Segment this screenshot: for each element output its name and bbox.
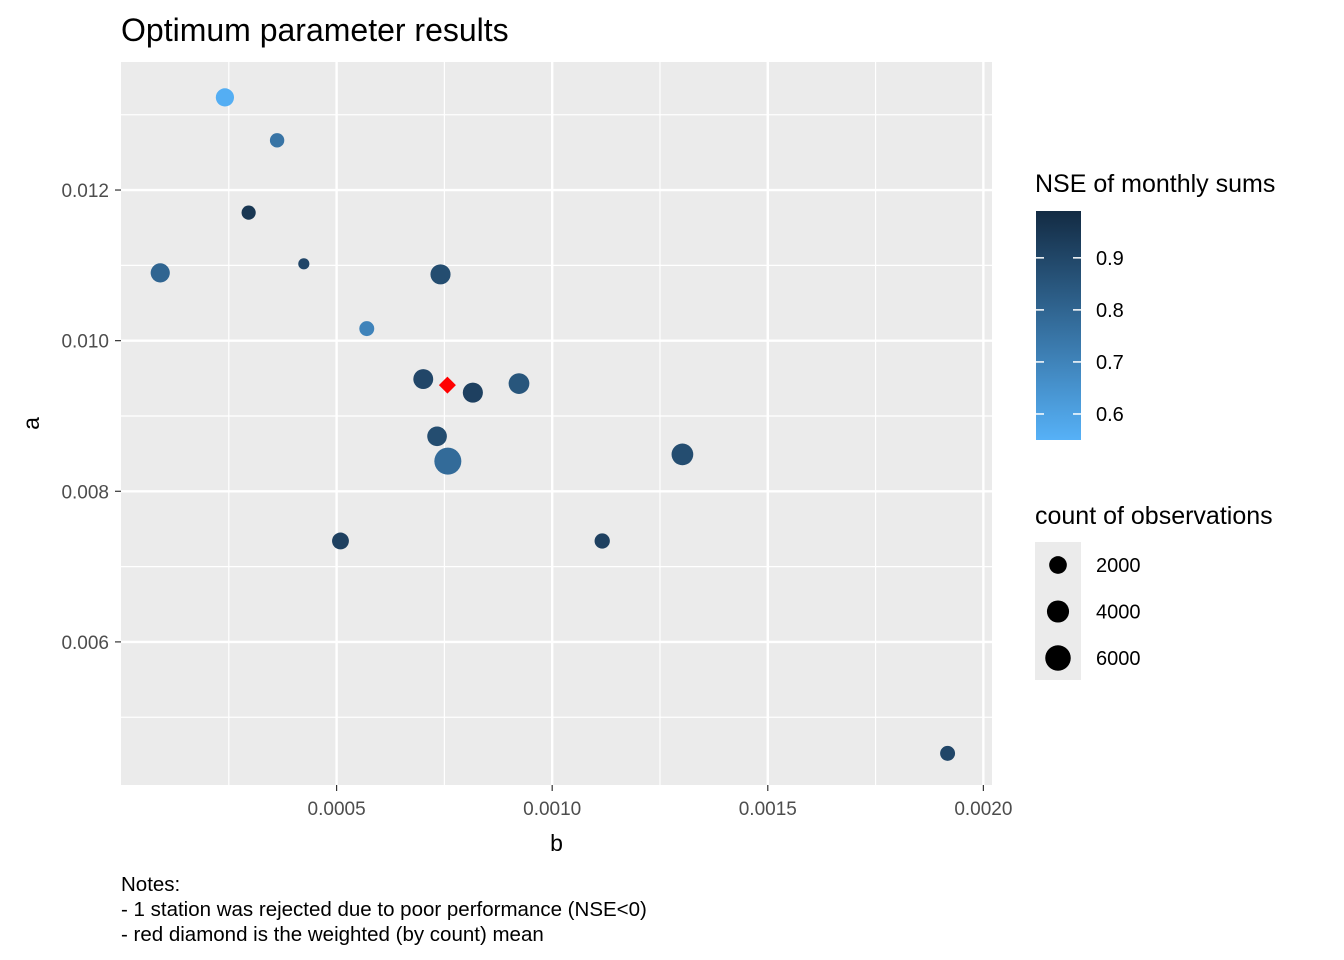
data-point [508, 373, 530, 394]
color-legend-label: 0.7 [1096, 352, 1124, 374]
size-legend-label: 6000 [1096, 648, 1141, 670]
color-legend-label: 0.6 [1096, 404, 1124, 426]
data-point [413, 369, 434, 390]
data-point [215, 88, 235, 107]
data-point [150, 263, 170, 283]
y-axis-label: a [18, 417, 44, 430]
size-legend-key [1045, 645, 1071, 671]
y-tick-label: 0.008 [61, 482, 109, 503]
note-line-diamond: - red diamond is the weighted (by count)… [121, 923, 544, 946]
data-point [298, 258, 310, 270]
data-point [462, 382, 483, 403]
data-points [150, 88, 956, 761]
chart-notes: Notes: - 1 station was rejected due to p… [121, 872, 647, 947]
data-point [332, 532, 349, 550]
color-legend-label: 0.9 [1096, 248, 1124, 270]
data-point [594, 533, 610, 549]
size-legend-key [1049, 556, 1067, 574]
chart-title: Optimum parameter results [121, 12, 509, 48]
note-line-rejected: - 1 station was rejected due to poor per… [121, 898, 647, 921]
axes: 0.0005 0.0010 0.0015 0.0020 0.006 0.008 0.010 0… [18, 181, 1012, 856]
legends: NSE of monthly sums 0.6 0.7 0.8 0.9 count of … [1035, 170, 1275, 680]
weighted-mean-diamond [438, 376, 456, 394]
scatter-chart: 0.0005 0.0010 0.0015 0.0020 0.006 0.008 0.010 0… [18, 62, 1275, 856]
size-legend-title: count of observations [1035, 502, 1273, 530]
color-legend-bar [1036, 211, 1081, 440]
notes-heading: Notes: [121, 873, 181, 896]
plot-panel [121, 62, 992, 785]
grid-lines [121, 62, 992, 785]
x-tick-label: 0.0015 [739, 799, 797, 820]
data-point [430, 264, 451, 285]
data-point [940, 745, 956, 761]
data-point [434, 447, 462, 475]
size-legend-label: 4000 [1096, 602, 1141, 624]
y-tick-label: 0.012 [61, 181, 109, 202]
x-tick-label: 0.0010 [523, 799, 581, 820]
size-legend-key [1046, 600, 1070, 623]
y-tick-label: 0.010 [61, 332, 109, 353]
data-point [241, 205, 256, 220]
x-axis-label: b [550, 830, 563, 856]
data-point [671, 443, 694, 466]
color-legend-label: 0.8 [1096, 300, 1124, 322]
data-point [427, 426, 447, 447]
x-tick-label: 0.0005 [308, 799, 366, 820]
y-tick-label: 0.006 [61, 633, 109, 654]
size-legend-label: 2000 [1096, 555, 1141, 577]
x-tick-label: 0.0020 [954, 799, 1012, 820]
color-legend-title: NSE of monthly sums [1035, 170, 1275, 198]
data-point [269, 133, 285, 148]
data-point [359, 321, 375, 337]
